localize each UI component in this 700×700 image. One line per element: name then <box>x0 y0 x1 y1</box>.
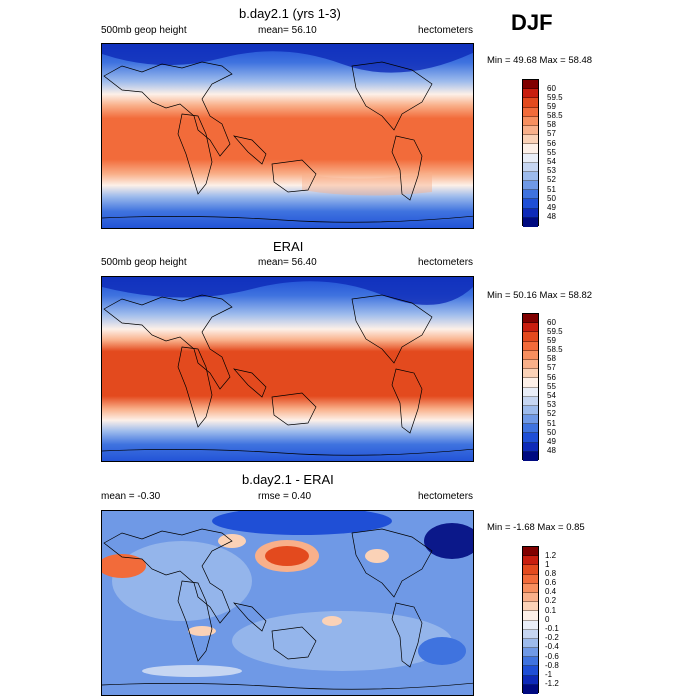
panel-2-mean-label: mean= 56.40 <box>258 257 317 268</box>
panel-1-cb-label: 60 <box>547 84 556 93</box>
panel-1-map <box>101 43 474 229</box>
panel-2-map <box>101 276 474 462</box>
panel-2-cb-label: 50 <box>547 428 556 437</box>
panel-3-cb-label: 0.2 <box>545 596 557 605</box>
panel-2-cb-label: 54 <box>547 391 556 400</box>
panel-1-cb-label: 53 <box>547 166 556 175</box>
panel-3-cb-label: 1 <box>545 560 550 569</box>
panel-1-cb-label: 58 <box>547 120 556 129</box>
panel-1-variable-label: 500mb geop height <box>101 25 187 36</box>
panel-1-units-label: hectometers <box>418 25 474 36</box>
panel-1-cb-label: 54 <box>547 157 556 166</box>
panel-2-cb-label: 49 <box>547 437 556 446</box>
panel-3-cb-label: 0.1 <box>545 606 557 615</box>
panel-3-rmse-label: rmse = 0.40 <box>258 491 312 502</box>
panel-2-cb-label: 55 <box>547 382 556 391</box>
panel-1-colorbar <box>522 79 539 227</box>
panel-3-cb-label: -0.8 <box>545 661 559 670</box>
panel-3-cb-label: -0.6 <box>545 652 559 661</box>
panel-1-cb-label: 55 <box>547 148 556 157</box>
panel-2-minmax-label: Min = 50.16 Max = 58.82 <box>487 290 593 301</box>
panel-3-cb-label: 0 <box>545 615 550 624</box>
panel-1-cb-label: 58.5 <box>547 111 563 120</box>
panel-2-cb-label: 53 <box>547 400 556 409</box>
panel-3-cb-label: 0.4 <box>545 587 557 596</box>
panel-1-cb-label: 59.5 <box>547 93 563 102</box>
panel-2-coastlines <box>102 294 473 456</box>
panel-3-title: b.day2.1 - ERAI <box>242 472 334 487</box>
panel-2-title: ERAI <box>273 239 304 254</box>
panel-2-units-label: hectometers <box>418 257 474 268</box>
panel-3-cb-label: -1.2 <box>545 679 559 688</box>
panel-2-cb-label: 48 <box>547 446 556 455</box>
panel-2-cb-label: 59.5 <box>547 327 563 336</box>
panel-1-cb-label: 48 <box>547 212 556 221</box>
panel-3-mean-label: mean = -0.30 <box>101 491 161 502</box>
panel-1-cb-label: 52 <box>547 175 556 184</box>
panel-2-cb-label: 60 <box>547 318 556 327</box>
panel-3-cb-label: 0.8 <box>545 569 557 578</box>
panel-2-cb-label: 56 <box>547 373 556 382</box>
panel-2-cb-label: 59 <box>547 336 556 345</box>
panel-1-title: b.day2.1 (yrs 1-3) <box>239 6 341 21</box>
panel-3-colorbar <box>522 546 539 694</box>
panel-3-cb-label: -0.1 <box>545 624 559 633</box>
panel-2-cb-label: 58 <box>547 354 556 363</box>
panel-3-cb-label: -0.2 <box>545 633 559 642</box>
panel-1-cb-label: 57 <box>547 129 556 138</box>
panel-1-coastlines <box>102 61 473 223</box>
panel-2-colorbar <box>522 313 539 461</box>
panel-1-minmax-label: Min = 49.68 Max = 58.48 <box>487 55 593 66</box>
panel-2-variable-label: 500mb geop height <box>101 257 187 268</box>
panel-3-cb-label: 1.2 <box>545 551 557 560</box>
panel-2-cb-label: 51 <box>547 419 556 428</box>
panel-1-mean-label: mean= 56.10 <box>258 25 317 36</box>
panel-1-cb-label: 50 <box>547 194 556 203</box>
panel-2-cb-label: 58.5 <box>547 345 563 354</box>
panel-1-cb-label: 51 <box>547 185 556 194</box>
panel-3-units-label: hectometers <box>418 491 474 502</box>
panel-2-cb-label: 57 <box>547 363 556 372</box>
panel-2-cb-label: 52 <box>547 409 556 418</box>
panel-2-contour-plot <box>102 277 473 461</box>
panel-3-minmax-label: Min = -1.68 Max = 0.85 <box>487 522 585 533</box>
panel-3-cb-label: -1 <box>545 670 553 679</box>
panel-1-cb-label: 56 <box>547 139 556 148</box>
panel-3-cb-label: -0.4 <box>545 642 559 651</box>
panel-1-cb-label: 49 <box>547 203 556 212</box>
season-label: DJF <box>511 10 553 35</box>
panel-1-cb-label: 59 <box>547 102 556 111</box>
panel-3-contour-plot <box>102 511 473 695</box>
panel-1-contour-plot <box>102 44 473 228</box>
panel-3-map <box>101 510 474 696</box>
panel-3-coastlines <box>102 528 473 690</box>
panel-3-cb-label: 0.6 <box>545 578 557 587</box>
